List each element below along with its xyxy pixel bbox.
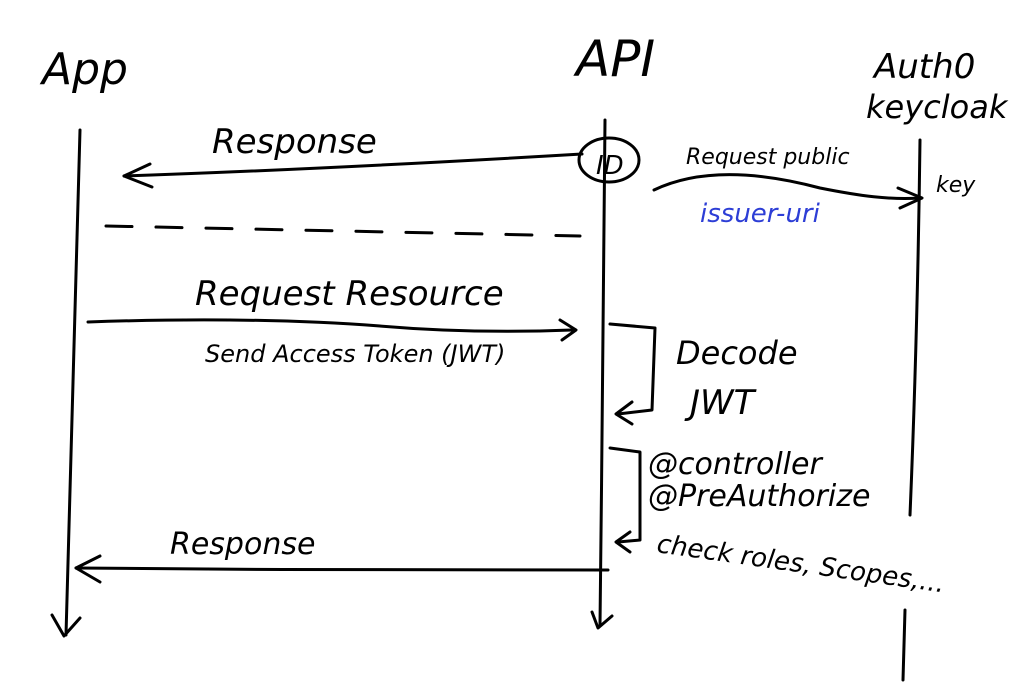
participant-api: API <box>573 30 655 88</box>
check-roles-label: check roles, Scopes,... <box>655 529 946 599</box>
participant-auth-line2: keycloak <box>866 88 1009 126</box>
authorize-self-loop <box>608 446 642 544</box>
auth-lifeline-lower <box>901 608 907 682</box>
send-access-token-label: Send Access Token (JWT) <box>205 340 505 368</box>
response-bottom-label: Response <box>170 527 315 562</box>
request-resource-label: Request Resource <box>195 274 504 314</box>
decode-label-line1: Decode <box>676 334 798 372</box>
request-public-key-label: Request public <box>686 145 850 170</box>
dashed-separator <box>104 224 582 238</box>
response-bottom-arrowhead <box>74 554 102 584</box>
response-top-arrowhead <box>122 162 154 189</box>
response-top-label: Response <box>212 122 377 162</box>
id-badge: ID <box>596 151 624 181</box>
response-bottom-arrow <box>74 566 610 572</box>
api-lifeline <box>598 118 607 627</box>
request-resource-arrow <box>86 318 574 333</box>
api-lifeline-arrowhead <box>590 610 614 630</box>
participant-app: App <box>39 44 128 95</box>
participant-auth-line1: Auth0 <box>872 47 975 87</box>
app-lifeline <box>64 128 82 637</box>
decode-label-line2: JWT <box>684 383 757 423</box>
app-lifeline-arrowhead <box>50 613 82 638</box>
preauthorize-label: @PreAuthorize <box>648 479 870 514</box>
issuer-uri-label: issuer-uri <box>700 199 821 229</box>
decode-self-loop-arrowhead <box>614 400 634 426</box>
key-label: key <box>936 173 976 198</box>
request-public-key-arrowhead <box>896 186 924 210</box>
response-top-arrow <box>122 152 584 178</box>
id-badge-circle <box>577 136 641 184</box>
controller-label: @controller <box>648 447 823 482</box>
authorize-self-loop-arrowhead <box>614 530 632 554</box>
request-resource-arrowhead <box>558 318 578 342</box>
request-public-key-arrow <box>652 173 922 201</box>
auth-lifeline <box>908 138 922 517</box>
decode-self-loop <box>608 322 657 416</box>
